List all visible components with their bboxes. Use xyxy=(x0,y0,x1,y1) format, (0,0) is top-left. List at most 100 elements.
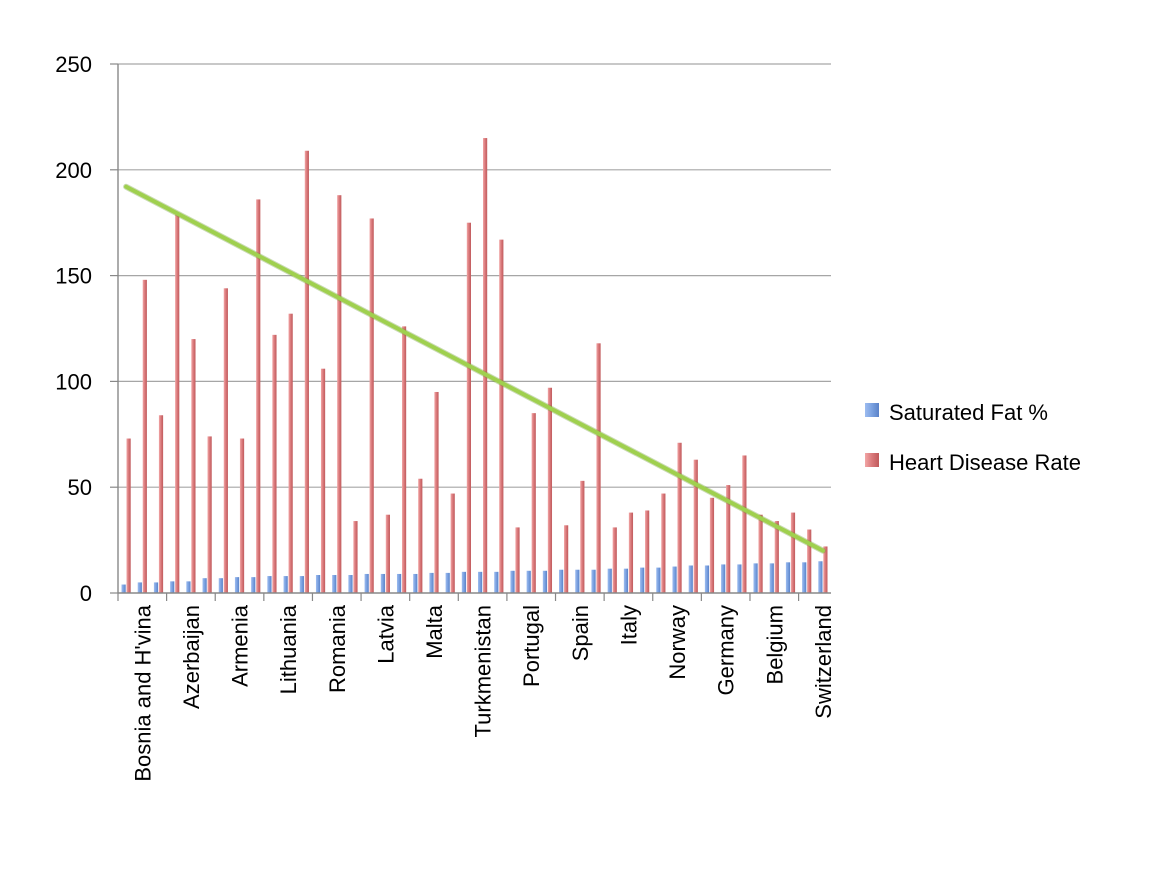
x-category-label: Spain xyxy=(568,605,593,661)
bar-saturated-fat xyxy=(478,571,483,593)
bar-heart-disease xyxy=(612,527,617,593)
bar-heart-disease xyxy=(207,436,212,593)
bar-saturated-fat xyxy=(769,563,774,593)
bar-heart-disease xyxy=(726,485,731,593)
bar-saturated-fat xyxy=(299,576,304,593)
bar-heart-disease xyxy=(547,387,553,593)
bar-heart-disease xyxy=(353,521,358,593)
y-tick-label: 250 xyxy=(55,52,92,77)
bar-saturated-fat xyxy=(802,562,807,593)
bar-heart-disease xyxy=(158,415,164,593)
bar-heart-disease xyxy=(126,438,131,593)
x-category-label: Bosnia and H'vina xyxy=(130,604,155,781)
bar-heart-disease xyxy=(790,512,796,593)
bar-saturated-fat xyxy=(202,578,207,593)
axes xyxy=(110,63,831,601)
bar-saturated-fat xyxy=(721,564,726,593)
bar-heart-disease xyxy=(223,288,228,593)
bar-heart-disease xyxy=(774,521,779,593)
bar-heart-disease xyxy=(645,510,650,593)
bar-heart-disease xyxy=(304,150,309,594)
bar-saturated-fat xyxy=(267,576,272,593)
bar-saturated-fat xyxy=(688,565,693,593)
bar-saturated-fat xyxy=(251,577,256,593)
bar-saturated-fat xyxy=(396,573,402,593)
bars xyxy=(121,138,828,594)
bar-heart-disease xyxy=(320,368,326,593)
bar-saturated-fat xyxy=(121,584,126,593)
bar-saturated-fat xyxy=(186,581,191,593)
bar-saturated-fat xyxy=(704,565,710,593)
bar-saturated-fat xyxy=(510,570,515,593)
x-category-label: Norway xyxy=(665,605,690,680)
bar-saturated-fat xyxy=(607,568,612,593)
bar-heart-disease xyxy=(531,413,536,593)
bar-heart-disease xyxy=(337,195,342,593)
x-category-label: Armenia xyxy=(228,604,253,687)
bar-heart-disease xyxy=(661,493,666,593)
bar-heart-disease xyxy=(401,326,407,593)
y-tick-label: 100 xyxy=(55,369,92,394)
bar-saturated-fat xyxy=(332,575,337,593)
y-tick-label: 200 xyxy=(55,158,92,183)
bar-heart-disease xyxy=(628,512,634,593)
labels: 0 50 100 150 200 250 Bosnia and H'vina Azerbaij… xyxy=(55,52,836,782)
bar-saturated-fat xyxy=(785,562,791,593)
bar-heart-disease xyxy=(823,546,828,593)
bar-saturated-fat xyxy=(818,561,823,593)
x-category-label: Germany xyxy=(714,605,739,695)
y-tick-label: 0 xyxy=(80,581,92,606)
x-category-label: Belgium xyxy=(762,605,787,684)
bar-saturated-fat xyxy=(526,570,531,593)
bar-saturated-fat xyxy=(575,569,580,593)
bar-saturated-fat xyxy=(137,582,142,593)
bar-saturated-fat xyxy=(234,577,240,593)
bar-saturated-fat xyxy=(445,572,450,593)
bar-heart-disease xyxy=(466,222,471,593)
legend-swatch-saturated-fat xyxy=(865,403,879,417)
trendline xyxy=(124,184,825,553)
bar-heart-disease xyxy=(272,334,277,593)
bar-saturated-fat xyxy=(753,563,758,593)
bar-saturated-fat xyxy=(559,569,564,593)
bar-heart-disease xyxy=(677,442,682,593)
bar-saturated-fat xyxy=(672,566,677,593)
bar-heart-disease xyxy=(175,214,180,593)
bar-saturated-fat xyxy=(218,578,223,593)
bar-saturated-fat xyxy=(656,567,661,593)
bar-saturated-fat xyxy=(461,571,466,593)
bar-heart-disease xyxy=(742,455,747,593)
bar-saturated-fat xyxy=(623,568,629,593)
bar-heart-disease xyxy=(369,218,374,593)
bar-heart-disease xyxy=(580,480,585,593)
bar-saturated-fat xyxy=(542,570,548,593)
bar-heart-disease xyxy=(758,514,763,593)
bar-heart-disease xyxy=(434,391,439,593)
bar-heart-disease xyxy=(483,138,488,593)
x-category-label: Portugal xyxy=(519,605,544,687)
bar-saturated-fat xyxy=(429,572,434,593)
bar-heart-disease xyxy=(256,199,261,593)
bar-heart-disease xyxy=(515,527,520,593)
bar-saturated-fat xyxy=(348,575,353,593)
legend-label: Saturated Fat % xyxy=(889,400,1048,425)
bar-saturated-fat xyxy=(591,569,596,593)
bar-saturated-fat xyxy=(364,573,369,593)
x-category-label: Malta xyxy=(422,604,447,659)
y-tick-label: 150 xyxy=(55,264,92,289)
bar-heart-disease xyxy=(693,459,698,593)
x-category-label: Lithuania xyxy=(276,604,301,694)
bar-heart-disease xyxy=(239,438,245,593)
bar-heart-disease xyxy=(596,343,601,593)
gridlines xyxy=(118,63,831,488)
bar-saturated-fat xyxy=(737,564,742,593)
trendline-layer xyxy=(123,183,826,554)
x-category-label: Switzerland xyxy=(811,605,836,719)
bar-saturated-fat xyxy=(494,571,499,593)
bar-heart-disease xyxy=(385,514,390,593)
bar-saturated-fat xyxy=(315,575,321,593)
bar-saturated-fat xyxy=(153,582,159,593)
bar-saturated-fat xyxy=(413,573,418,593)
bar-heart-disease xyxy=(709,497,715,593)
